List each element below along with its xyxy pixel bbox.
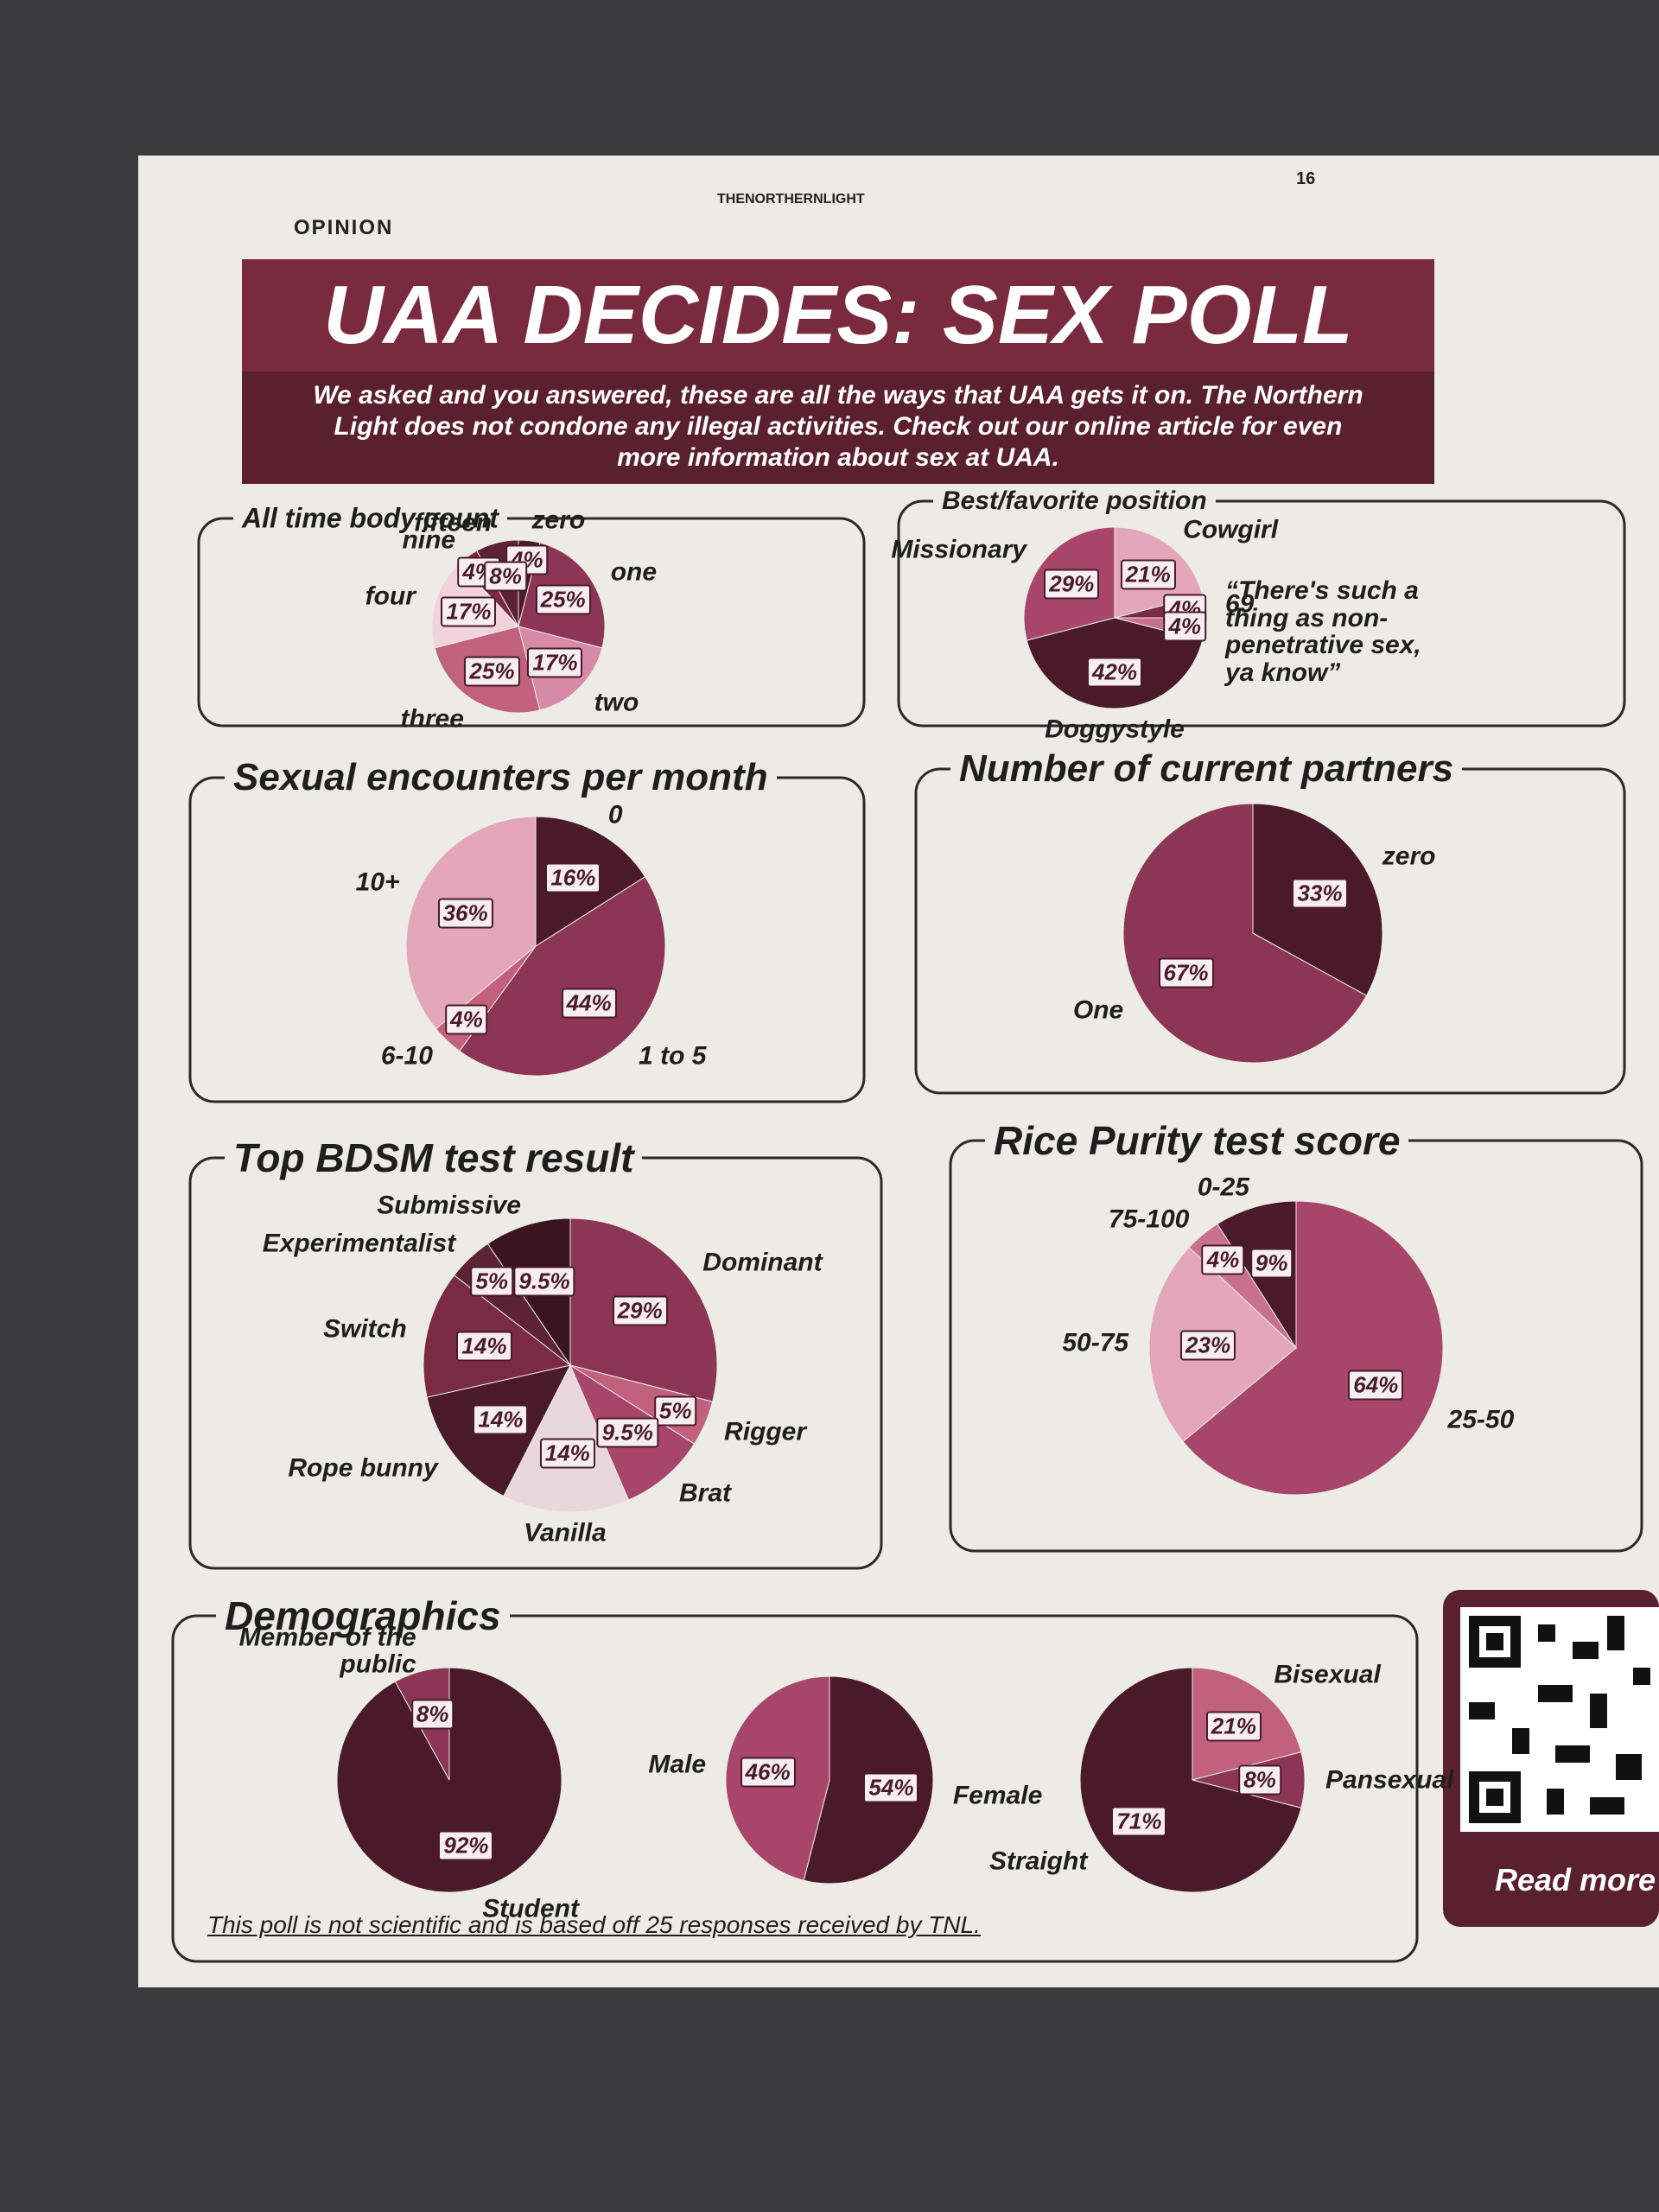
qr-caption: Read more o [1495,1862,1659,1897]
value-label: 54% [863,1772,919,1803]
value-label: 46% [740,1757,796,1788]
category-label: two [594,687,639,716]
category-label: three [400,703,464,733]
category-label: zero [1382,842,1436,871]
headline: UAA DECIDES: SEX POLL [323,269,1353,361]
category-label: 0-25 [1197,1172,1249,1201]
category-label: Straight [988,1847,1088,1876]
value-label: 71% [1111,1806,1167,1837]
category-label: Switch [322,1313,407,1343]
category-label: Doggystyle [1045,715,1185,744]
value-label: 21% [1120,559,1176,590]
category-label: Vanilla [524,1518,607,1548]
footnote: This poll is not scientific and is based… [207,1911,981,1938]
category-label: Bisexual [1274,1660,1381,1689]
value-label: 36% [437,898,493,929]
section-label: OPINION [294,216,394,239]
box-title: Best/favorite position [933,486,1216,516]
value-label: 67% [1158,957,1214,988]
category-label: Female [952,1781,1043,1810]
category-label: 0 [607,799,623,829]
value-label: 5% [653,1395,697,1427]
category-label: 25-50 [1447,1404,1515,1433]
category-label: 50-75 [1062,1328,1129,1357]
value-label: 25% [464,656,520,687]
category-label: Male [648,1750,707,1779]
box-title: Demographics [216,1592,510,1639]
value-label: 29% [1044,569,1100,600]
value-label: 14% [473,1404,529,1435]
value-label: 8% [484,561,527,592]
category-label: 75-100 [1108,1204,1190,1233]
category-label: zero [531,505,586,535]
box-title: Sexual encounters per month [225,756,777,799]
category-label: one [610,557,658,587]
value-label: 8% [410,1699,454,1730]
value-label: 33% [1292,878,1348,909]
category-label: Missionary [891,535,1027,564]
category-label: Member of the public [238,1623,416,1679]
category-label: 1 to 5 [639,1041,707,1071]
value-label: 16% [545,862,601,893]
category-label: Submissive [377,1190,521,1219]
pie-slice [459,875,666,1077]
qr-pattern [1469,1616,1650,1823]
value-label: 9.5% [513,1266,575,1296]
value-label: 9% [1249,1248,1294,1279]
value-label: 4% [1201,1244,1245,1275]
box-title: Number of current partners [950,747,1463,791]
box-title: Top BDSM test result [225,1135,643,1181]
value-label: 17% [527,647,583,678]
value-label: 5% [470,1266,514,1297]
category-label: Pansexual [1325,1765,1454,1795]
value-label: 9.5% [596,1417,658,1448]
value-label: 14% [456,1331,512,1362]
value-label: 4% [445,1004,488,1035]
category-label: nine [402,524,456,554]
category-label: One [1072,995,1124,1024]
pie-slice [1182,1200,1444,1496]
pie-slice [336,1667,563,1893]
value-label: 25% [535,584,591,615]
value-label: 4% [1163,611,1207,642]
value-label: 17% [441,596,497,627]
banner-band [242,372,1434,484]
value-label: 8% [1238,1764,1281,1796]
value-label: 23% [1180,1330,1236,1361]
category-label: 10+ [355,868,400,897]
demographics-box [171,1614,1419,1963]
masthead: THENORTHERNLIGHT [717,192,865,207]
category-label: Brat [678,1478,731,1507]
value-label: 92% [438,1830,494,1861]
value-label: 44% [561,988,617,1019]
value-label: 42% [1086,657,1143,688]
box-title: All time body count [233,502,507,535]
value-label: 21% [1205,1711,1262,1742]
value-label: 64% [1348,1370,1404,1401]
chart-box [897,499,1626,728]
chart-box [197,517,866,728]
value-label: 14% [539,1438,595,1469]
page-number: 16 [1296,169,1316,188]
category-label: 6-10 [380,1041,433,1071]
value-label: 29% [612,1295,668,1326]
category-label: “There's such a thing as non-penetrative… [1224,576,1421,687]
pie-slice [1122,803,1368,1064]
category-label: 69 [1224,589,1255,619]
category-label: Student [482,1894,579,1923]
category-label: Dominant [702,1248,823,1277]
category-label: four [365,582,416,611]
box-title: Rice Purity test score [985,1117,1409,1164]
category-label: Experimentalist [262,1228,456,1257]
category-label: Cowgirl [1183,515,1279,544]
category-label: Rope bunny [288,1453,438,1483]
category-label: Rigger [724,1417,807,1446]
subtitle: We asked and you answered, these are all… [313,381,1363,472]
category-label: fifteen [414,508,493,537]
